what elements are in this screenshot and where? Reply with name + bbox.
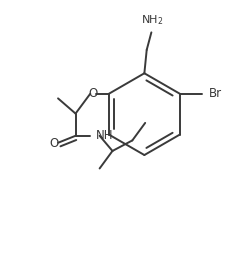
Text: Br: Br [208,87,222,100]
Text: NH$_2$: NH$_2$ [141,13,164,27]
Text: NH: NH [96,129,113,142]
Text: O: O [49,137,59,150]
Text: O: O [88,87,98,100]
